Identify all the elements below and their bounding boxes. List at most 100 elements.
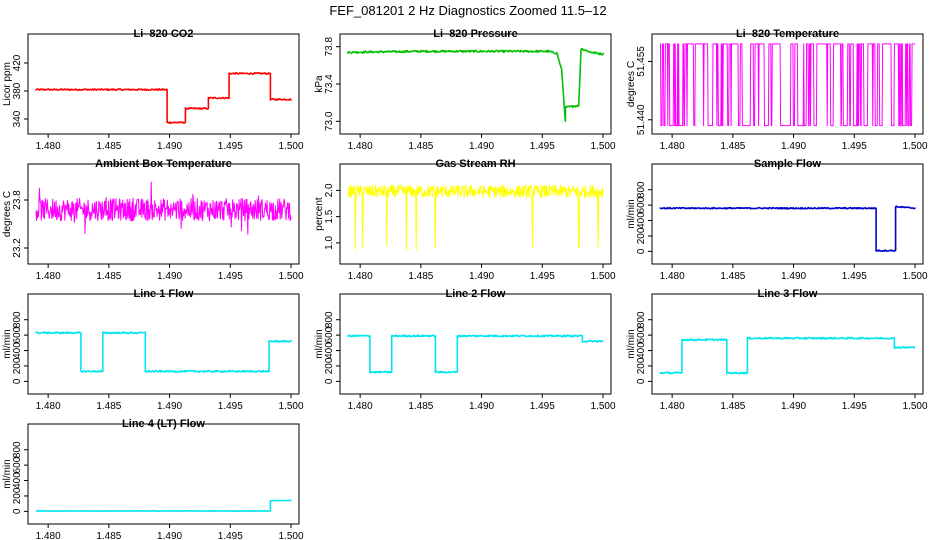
x-tick-label: 1.480 <box>348 271 373 282</box>
x-tick-label: 1.490 <box>781 141 806 152</box>
y-tick-label: 600 <box>12 326 23 343</box>
y-tick-label: 1.0 <box>324 235 335 249</box>
x-tick-label: 1.500 <box>902 401 927 412</box>
y-axis-label: Licor ppm <box>2 62 13 106</box>
x-tick-label: 1.485 <box>720 141 745 152</box>
y-tick-label: 0 <box>636 248 647 254</box>
x-tick-label: 1.485 <box>96 141 121 152</box>
x-tick-label: 1.485 <box>408 141 433 152</box>
series-line <box>35 72 292 124</box>
x-tick-label: 1.480 <box>36 531 61 540</box>
y-tick-label: 2.0 <box>324 183 335 197</box>
x-tick-label: 1.485 <box>408 271 433 282</box>
x-tick-label: 1.480 <box>36 141 61 152</box>
x-tick-label: 1.485 <box>720 271 745 282</box>
y-tick-label: 200 <box>324 357 335 374</box>
series-group <box>347 184 604 252</box>
x-tick-label: 1.490 <box>157 401 182 412</box>
plot-frame <box>27 293 300 395</box>
x-tick-label: 1.480 <box>36 271 61 282</box>
x-tick-label: 1.485 <box>96 271 121 282</box>
y-tick-label: 73.0 <box>324 111 335 131</box>
series-line <box>35 499 292 512</box>
y-tick-label: 73.4 <box>324 74 335 94</box>
y-axis-label: ml/min <box>314 329 325 358</box>
x-tick-label: 1.490 <box>781 271 806 282</box>
x-tick-label: 1.500 <box>590 401 615 412</box>
x-tick-label: 1.495 <box>842 401 867 412</box>
x-tick-label: 1.490 <box>157 271 182 282</box>
y-tick-label: 200 <box>636 227 647 244</box>
x-tick-label: 1.490 <box>781 401 806 412</box>
y-tick-label: 400 <box>324 342 335 359</box>
x-tick-label: 1.500 <box>590 271 615 282</box>
x-tick-label: 1.500 <box>278 271 303 282</box>
y-tick-label: 600 <box>324 326 335 343</box>
y-tick-label: 23.8 <box>12 190 23 210</box>
x-tick-label: 1.500 <box>902 141 927 152</box>
y-tick-label: 1.5 <box>324 209 335 223</box>
x-tick-label: 1.480 <box>660 271 685 282</box>
y-tick-label: 51.455 <box>636 46 647 77</box>
series-group <box>659 205 916 252</box>
series-line <box>347 334 604 374</box>
y-tick-label: 400 <box>12 472 23 489</box>
x-tick-label: 1.480 <box>660 141 685 152</box>
series-group <box>35 72 292 124</box>
x-tick-label: 1.490 <box>157 531 182 540</box>
x-tick-label: 1.485 <box>720 401 745 412</box>
x-tick-label: 1.490 <box>469 141 494 152</box>
x-tick-label: 1.480 <box>36 401 61 412</box>
plot-frame <box>339 293 612 395</box>
y-axis-label: ml/min <box>2 459 13 488</box>
y-tick-label: 380 <box>12 82 23 99</box>
x-tick-label: 1.500 <box>278 401 303 412</box>
y-tick-label: 600 <box>12 456 23 473</box>
y-tick-label: 800 <box>12 441 23 458</box>
y-tick-label: 800 <box>636 311 647 328</box>
x-tick-label: 1.485 <box>96 401 121 412</box>
plot-frame <box>27 423 300 525</box>
x-tick-label: 1.495 <box>218 531 243 540</box>
y-tick-label: 0 <box>324 378 335 384</box>
series-line <box>35 181 292 235</box>
series-line <box>660 43 915 127</box>
y-tick-label: 200 <box>12 357 23 374</box>
y-tick-label: 400 <box>636 212 647 229</box>
y-tick-label: 800 <box>324 311 335 328</box>
plot-frame <box>27 33 300 135</box>
y-tick-label: 420 <box>12 54 23 71</box>
x-tick-label: 1.480 <box>348 401 373 412</box>
x-tick-label: 1.490 <box>157 141 182 152</box>
y-tick-label: 51.440 <box>636 104 647 135</box>
x-tick-label: 1.495 <box>218 141 243 152</box>
x-tick-label: 1.495 <box>842 271 867 282</box>
plot-frame <box>651 163 924 265</box>
series-line <box>659 336 916 375</box>
y-tick-label: 400 <box>12 342 23 359</box>
series-group <box>347 334 604 374</box>
series-group <box>659 336 916 375</box>
y-tick-label: 800 <box>12 311 23 328</box>
series-group <box>660 43 915 127</box>
series-line <box>347 184 604 252</box>
x-tick-label: 1.500 <box>902 271 927 282</box>
y-tick-label: 73.8 <box>324 36 335 56</box>
y-tick-label: 0 <box>12 378 23 384</box>
x-tick-label: 1.500 <box>278 531 303 540</box>
y-axis-label: degrees C <box>626 61 637 107</box>
x-tick-label: 1.495 <box>530 141 555 152</box>
x-tick-label: 1.495 <box>530 401 555 412</box>
series-line <box>659 205 916 252</box>
y-axis-label: ml/min <box>2 329 13 358</box>
x-tick-label: 1.485 <box>408 401 433 412</box>
series-line <box>35 331 292 373</box>
x-tick-label: 1.490 <box>469 401 494 412</box>
